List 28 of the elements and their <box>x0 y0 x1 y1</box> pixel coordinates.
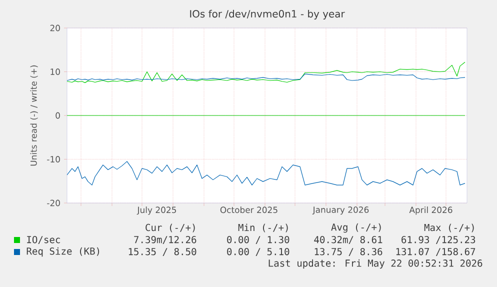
text: Last update: Fri May 22 00:52:31 2026 <box>268 259 482 269</box>
legend-label: IO/sec <box>27 236 60 244</box>
text: 0.00 / 1.30 <box>227 236 290 244</box>
y-tick-label: 0 <box>56 112 60 119</box>
text: 131.07 /158.67 <box>396 248 476 256</box>
chart-title: IOs for /dev/nvme0n1 - by year <box>190 10 345 20</box>
text: 15.35 / 8.50 <box>128 248 196 256</box>
y-tick-label: 10 <box>50 68 60 75</box>
y-tick-label: -10 <box>47 156 60 162</box>
legend-label: Req Size (KB) <box>26 247 100 257</box>
text: 7.39m/12.26 <box>134 236 196 244</box>
text: Max (-/+) <box>424 224 474 232</box>
x-tick-label: July 2025 <box>136 206 176 215</box>
line-series <box>67 62 466 83</box>
y-tick-label: -20 <box>47 200 60 206</box>
x-tick-label: January 2026 <box>312 206 369 215</box>
text: 13.75 / 8.36 <box>314 248 382 256</box>
x-tick-label: October 2025 <box>220 206 278 214</box>
x-tick-label: April 2026 <box>409 206 452 215</box>
text: Avg (-/+) <box>331 223 381 233</box>
text: Cur (-/+) <box>146 224 195 232</box>
text: 61.93 /125.23 <box>402 236 476 244</box>
text: Min (-/+) <box>238 224 288 232</box>
y-axis-title: Units read (-) / write (+) <box>30 65 38 166</box>
text: 0.00 / 5.10 <box>227 248 290 256</box>
text: 40.32m/ 8.61 <box>314 236 382 244</box>
y-tick-label: 20 <box>50 24 60 32</box>
line-series <box>67 161 466 186</box>
